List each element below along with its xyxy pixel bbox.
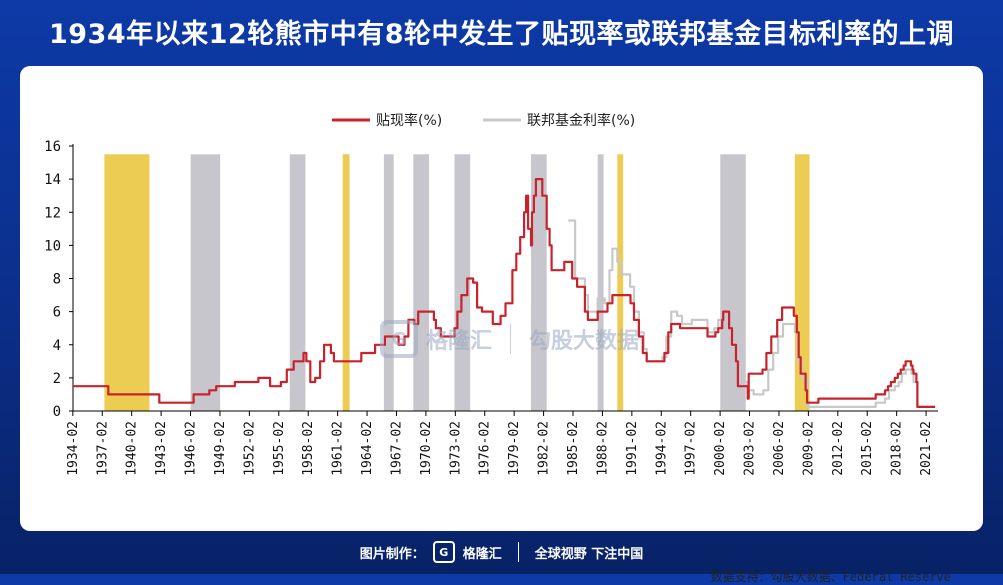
x-tick-label-2000-02: 2000-02 <box>713 421 728 476</box>
x-tick-label-1955-02: 1955-02 <box>272 421 287 476</box>
y-tick-label-16: 16 <box>44 139 61 155</box>
x-tick-label-1943-02: 1943-02 <box>154 421 169 476</box>
x-tick-label-1958-02: 1958-02 <box>301 421 316 476</box>
y-tick-label-10: 10 <box>44 238 61 254</box>
x-tick-label-1952-02: 1952-02 <box>242 421 257 476</box>
bear-market-band-6 <box>454 154 471 411</box>
footer-brand: 格隆汇 <box>462 546 502 562</box>
x-tick-label-2021-02: 2021-02 <box>919 421 934 476</box>
y-tick-label-0: 0 <box>53 404 61 420</box>
watermark-partner: 勾股大数据 <box>529 329 640 354</box>
x-tick-label-1982-02: 1982-02 <box>537 421 552 476</box>
brand-logo-icon: G <box>432 541 455 563</box>
series-discount-rate-line <box>73 178 936 408</box>
brand-logo-icon: G <box>380 320 418 358</box>
yellow-band-0 <box>104 154 150 411</box>
x-tick-label-1991-02: 1991-02 <box>625 421 640 476</box>
page-title: 1934年以来12轮熊市中有8轮中发生了贴现率或联邦基金目标利率的上调 <box>48 19 954 50</box>
y-tick-label-8: 8 <box>53 272 61 288</box>
line-chart: 0 2 4 6 8 10 12 14 16 1934-02 1937-02 1940-02 1943-0… <box>44 112 938 476</box>
bear-market-band-7 <box>530 154 547 411</box>
y-tick-label-2: 2 <box>53 371 61 387</box>
x-tick-label-1997-02: 1997-02 <box>684 421 699 476</box>
watermark: G 格隆汇 勾股大数据 <box>380 320 639 358</box>
x-tick-label-1976-02: 1976-02 <box>478 421 493 476</box>
bear-market-band-1 <box>190 154 221 411</box>
x-tick-label-1940-02: 1940-02 <box>125 421 140 476</box>
bear-market-band-8 <box>597 154 604 411</box>
x-tick-label-2009-02: 2009-02 <box>801 421 816 476</box>
x-tick-label-2003-02: 2003-02 <box>743 421 758 476</box>
bear-market-band-10 <box>720 154 746 411</box>
y-tick-label-12: 12 <box>44 205 61 221</box>
legend-discount-rate-label: 贴现率(%) <box>376 112 442 129</box>
y-tick-label-6: 6 <box>53 305 61 321</box>
x-tick-label-2012-02: 2012-02 <box>831 421 846 476</box>
bear-market-band-4 <box>383 154 394 411</box>
footer-slogan: 全球视野 下注中国 <box>534 546 644 562</box>
x-tick-label-1937-02: 1937-02 <box>95 421 110 476</box>
x-tick-label-2018-02: 2018-02 <box>890 421 905 476</box>
x-tick-label-1973-02: 1973-02 <box>448 421 463 476</box>
x-tick-label-1979-02: 1979-02 <box>507 421 522 476</box>
x-tick-label-1967-02: 1967-02 <box>389 421 404 476</box>
x-tick-label-1934-02: 1934-02 <box>66 421 81 476</box>
x-tick-label-1994-02: 1994-02 <box>654 421 669 476</box>
y-tick-label-4: 4 <box>53 338 61 354</box>
x-tick-label-1985-02: 1985-02 <box>566 421 581 476</box>
x-tick-label-2015-02: 2015-02 <box>860 421 875 476</box>
legend-fed-funds-rate-label: 联邦基金利率(%) <box>527 112 635 129</box>
x-tick-label-1949-02: 1949-02 <box>213 421 228 476</box>
x-tick-label-1964-02: 1964-02 <box>360 421 375 476</box>
watermark-brand: 格隆汇 <box>426 329 493 354</box>
chart-card: 0 2 4 6 8 10 12 14 16 1934-02 1937-02 1940-02 1943-0… <box>20 66 983 584</box>
yellow-band-9 <box>617 154 624 411</box>
x-tick-label-1970-02: 1970-02 <box>419 421 434 476</box>
x-tick-label-1961-02: 1961-02 <box>331 421 346 476</box>
yellow-band-3 <box>342 154 350 411</box>
footer-made-by: 图片制作： <box>359 546 425 562</box>
x-tick-label-2006-02: 2006-02 <box>772 421 787 476</box>
y-tick-label-14: 14 <box>44 172 61 188</box>
footer: 图片制作： G 格隆汇 全球视野 下注中国 <box>0 538 1003 566</box>
x-tick-label-1988-02: 1988-02 <box>595 421 610 476</box>
watermark-divider <box>510 324 512 354</box>
footer-divider <box>517 542 519 562</box>
x-tick-label-1946-02: 1946-02 <box>184 421 199 476</box>
series-fed-funds-line <box>568 219 936 408</box>
data-source-note: 数据支持：勾股大数据、Federal Reserve <box>710 570 951 584</box>
bear-market-band-5 <box>413 154 430 411</box>
bear-market-band-2 <box>289 154 306 411</box>
